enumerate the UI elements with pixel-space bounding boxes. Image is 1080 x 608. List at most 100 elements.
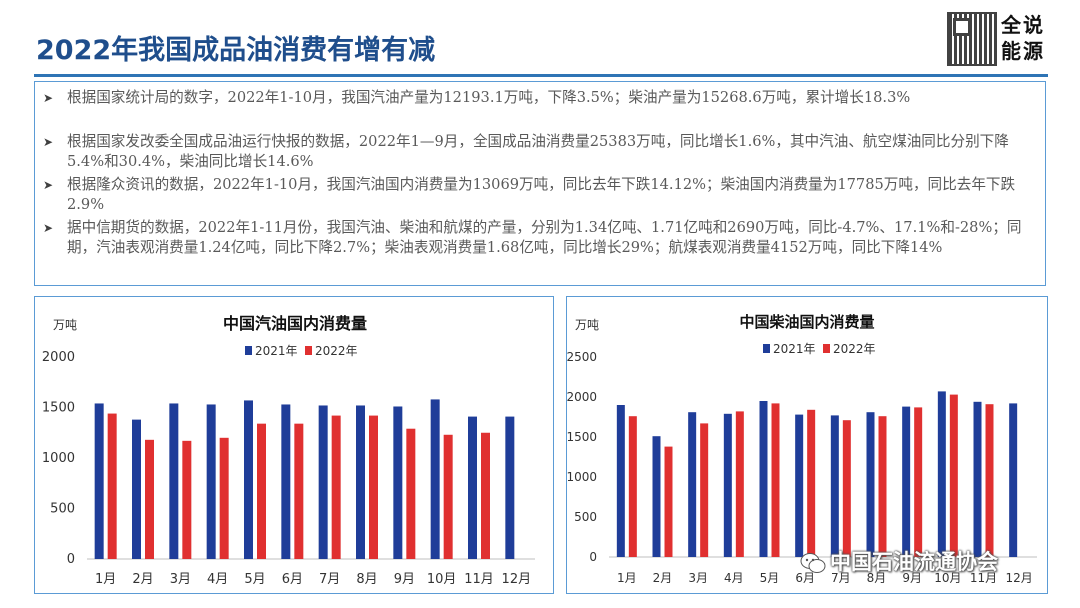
x-tick-label: 9月 <box>902 571 922 585</box>
list-item: ➤ 根据国家统计局的数字，2022年1-10月，我国汽油产量为12193.1万吨… <box>43 88 1033 108</box>
x-tick-label: 9月 <box>394 572 415 587</box>
y-tick-label: 1500 <box>567 430 597 444</box>
y-axis-unit: 万吨 <box>575 318 599 332</box>
bar-2021 <box>244 400 253 559</box>
y-tick-label: 2000 <box>567 390 597 404</box>
bar-2022 <box>878 416 887 557</box>
legend-swatch <box>763 344 770 353</box>
bar-2022 <box>914 407 923 557</box>
x-tick-label: 4月 <box>207 572 228 587</box>
bar-2021 <box>94 403 104 559</box>
bar-2021 <box>652 436 661 557</box>
x-tick-label: 3月 <box>688 571 708 585</box>
x-tick-label: 10月 <box>427 572 457 587</box>
x-tick-label: 1月 <box>95 572 116 587</box>
list-item: ➤ 据中信期货的数据，2022年1-11月份，我国汽油、柴油和航煤的产量，分别为… <box>43 218 1033 258</box>
y-tick-label: 500 <box>574 510 597 524</box>
qr-code-icon <box>947 12 997 66</box>
x-tick-label: 2月 <box>653 571 673 585</box>
bar-2021 <box>830 415 839 557</box>
bar-2021 <box>468 416 477 559</box>
x-tick-label: 10月 <box>934 571 961 585</box>
bar-2021 <box>937 391 946 557</box>
x-tick-label: 7月 <box>319 572 340 587</box>
title-divider <box>34 74 1048 77</box>
legend-swatch <box>823 344 830 353</box>
bar-2022 <box>842 420 851 557</box>
arrow-bullet-icon: ➤ <box>43 135 54 149</box>
legend-swatch <box>305 346 312 355</box>
bar-2022 <box>406 428 416 559</box>
bar-2021 <box>795 414 804 557</box>
diesel-chart-panel: 中国柴油国内消费量 万吨 2021年 2022年 0 500 1000 1500 2000 250… <box>566 296 1048 594</box>
watermark: 中国石油流通协会 <box>800 546 998 576</box>
bar-2022 <box>219 437 229 559</box>
bullet-text: 根据国家发改委全国成品油运行快报的数据，2022年1—9月，全国成品油消费量25… <box>67 133 1009 170</box>
bar-2021 <box>688 412 697 557</box>
bullet-text: 根据隆众资讯的数据，2022年1-10月，我国汽油国内消费量为13069万吨，同… <box>67 176 1016 213</box>
x-tick-label: 5月 <box>760 571 780 585</box>
bar-2021 <box>281 404 291 559</box>
arrow-bullet-icon: ➤ <box>43 178 54 192</box>
gasoline-chart: 中国汽油国内消费量 万吨 2021年 2022年 0 500 1000 1500 2000 1月 2… <box>42 314 535 587</box>
arrow-bullet-icon: ➤ <box>43 221 54 235</box>
bar-2021 <box>206 404 216 559</box>
bar-2021 <box>430 399 440 559</box>
bullet-text: 据中信期货的数据，2022年1-11月份，我国汽油、柴油和航煤的产量，分别为1.… <box>67 219 1022 256</box>
bar-2021 <box>902 406 911 557</box>
gasoline-chart-panel: 中国汽油国内消费量 万吨 2021年 2022年 0 500 1000 1500 2000 1月 2… <box>34 296 554 594</box>
bar-2022 <box>369 415 378 559</box>
bar-2022 <box>257 423 266 559</box>
bar-2021 <box>759 401 768 557</box>
list-item: ➤ 根据国家发改委全国成品油运行快报的数据，2022年1—9月，全国成品油消费量… <box>43 132 1033 172</box>
bar-2021 <box>356 405 365 559</box>
bullet-text: 根据国家统计局的数字，2022年1-10月，我国汽油产量为12193.1万吨，下… <box>67 89 911 106</box>
legend-label: 2021年 <box>773 342 816 356</box>
brand-logo: 全说能源 <box>947 12 1047 68</box>
bar-2022 <box>294 423 304 559</box>
x-tick-label: 11月 <box>970 571 997 585</box>
x-tick-label: 8月 <box>356 572 377 587</box>
arrow-bullet-icon: ➤ <box>43 91 54 105</box>
bar-2021 <box>723 413 732 557</box>
x-tick-label: 4月 <box>724 571 744 585</box>
x-tick-label: 5月 <box>244 572 265 587</box>
bar-2021 <box>616 405 625 557</box>
watermark-text: 中国石油流通协会 <box>830 550 998 574</box>
y-tick-label: 500 <box>50 502 75 517</box>
x-tick-label: 6月 <box>282 572 303 587</box>
bar-2022 <box>182 440 192 559</box>
y-tick-label: 0 <box>589 550 597 564</box>
x-tick-label: 6月 <box>795 571 815 585</box>
bar-2022 <box>331 415 341 559</box>
legend-label: 2021年 <box>255 344 298 358</box>
bar-2021 <box>132 419 141 559</box>
bar-2022 <box>443 434 453 559</box>
bullet-list: ➤ 根据国家统计局的数字，2022年1-10月，我国汽油产量为12193.1万吨… <box>34 81 1046 286</box>
x-tick-label: 7月 <box>831 571 851 585</box>
list-item: ➤ 根据隆众资讯的数据，2022年1-10月，我国汽油国内消费量为13069万吨… <box>43 175 1033 215</box>
bar-2022 <box>628 416 637 557</box>
legend-label: 2022年 <box>315 344 358 358</box>
x-tick-label: 12月 <box>502 572 532 587</box>
legend-label: 2022年 <box>833 342 876 356</box>
y-tick-label: 0 <box>67 552 75 567</box>
chart-title: 中国汽油国内消费量 <box>223 314 367 333</box>
y-tick-label: 2500 <box>567 350 597 364</box>
wechat-icon <box>800 553 826 573</box>
bar-2022 <box>664 446 673 557</box>
bar-2021 <box>169 403 179 559</box>
bar-2021 <box>1009 403 1018 557</box>
y-tick-label: 2000 <box>42 350 75 365</box>
y-tick-label: 1000 <box>567 470 597 484</box>
bar-2022 <box>145 439 154 559</box>
x-tick-label: 8月 <box>867 571 887 585</box>
bar-2021 <box>393 406 403 559</box>
bar-2022 <box>807 409 816 557</box>
page-title: 2022年我国成品油消费有增有减 <box>36 35 436 66</box>
bar-2022 <box>949 394 958 557</box>
x-tick-label: 2月 <box>132 572 153 587</box>
bar-2022 <box>735 411 744 557</box>
x-tick-label: 11月 <box>464 572 494 587</box>
x-tick-label: 1月 <box>617 571 637 585</box>
